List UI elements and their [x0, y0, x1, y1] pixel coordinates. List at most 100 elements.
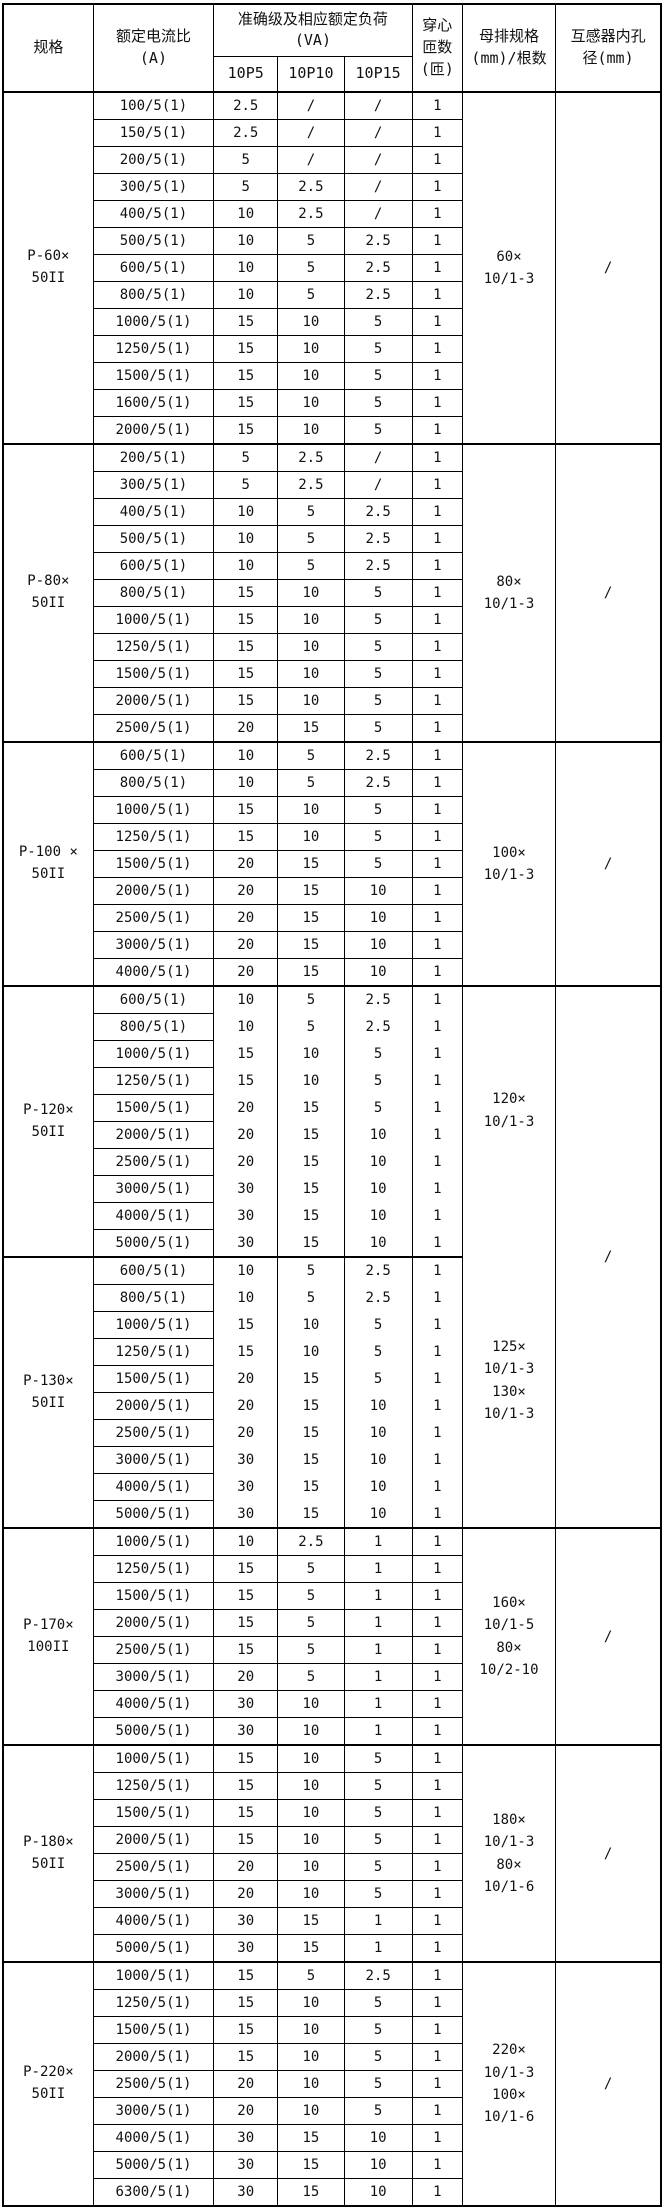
spec-cell: P-100 × 50II [2, 741, 94, 987]
load-cell: 15 [277, 931, 345, 959]
load-cell: 15 [213, 1799, 279, 1827]
load-cell: 10 [213, 741, 279, 770]
load-cell: 15 [213, 1582, 279, 1610]
header-busbar: 母排规格 (mm)/根数 [461, 3, 557, 93]
turns-cell: 1 [411, 2070, 463, 2098]
ratio-cell: 5000/5(1) [92, 1717, 215, 1746]
load-cell: 10 [343, 1473, 413, 1501]
turns-cell: 1 [411, 2178, 463, 2207]
load-cell: / [343, 471, 413, 499]
load-cell: 5 [343, 1744, 413, 1773]
table-row: 800/5(1) 10 5 2.5 1 [3, 281, 661, 309]
table-row: 800/5(1) 10 5 2.5 1 [3, 1013, 661, 1041]
table-row: 5000/5(1) 30 15 1 1 [3, 1934, 661, 1963]
turns-cell: 1 [411, 1772, 463, 1800]
load-cell: 10 [277, 606, 345, 634]
turns-cell: 1 [411, 633, 463, 661]
load-cell: 20 [213, 904, 279, 932]
turns-cell: 1 [411, 362, 463, 390]
turns-cell: 1 [411, 1853, 463, 1881]
load-cell: 10 [213, 552, 279, 580]
load-cell: 10 [277, 362, 345, 390]
load-cell: 5 [343, 850, 413, 878]
ratio-cell: 5000/5(1) [92, 1500, 215, 1529]
load-cell: 10 [343, 958, 413, 987]
table-row: P-180× 50II 1000/5(1) 15 10 5 1 180× 10/1-3 80… [2, 1744, 662, 1963]
ratio-cell: 2000/5(1) [92, 1609, 215, 1637]
load-cell: 10 [277, 335, 345, 363]
turns-cell: 1 [411, 498, 463, 526]
load-cell: 15 [213, 796, 279, 824]
load-cell: 10 [277, 308, 345, 336]
load-cell: 20 [213, 1392, 279, 1420]
ratio-cell: 1250/5(1) [92, 1772, 215, 1800]
load-cell: 15 [277, 958, 345, 987]
ratio-cell: 200/5(1) [92, 146, 215, 174]
turns-cell: 1 [411, 1663, 463, 1691]
turns-cell: 1 [411, 687, 463, 715]
turns-cell: 1 [411, 525, 463, 553]
load-cell: 10 [277, 1690, 345, 1718]
load-cell: / [277, 119, 345, 147]
table-row: P-60× 50II 100/5(1) 2.5//1 60× 10/1-3/ [2, 91, 662, 445]
table-row: 3000/5(1) 20 10 5 1 [3, 2097, 661, 2125]
ratio-cell: 600/5(1) [92, 552, 215, 580]
load-cell: 15 [277, 1446, 345, 1474]
load-cell: 20 [213, 958, 279, 987]
load-cell: 5 [277, 1609, 345, 1637]
table-row: 600/5(1) 10 5 2.5 1 [3, 254, 661, 282]
turns-cell: 1 [411, 1907, 463, 1935]
table-row: 2500/5(1) 20 15 10 1 [3, 904, 661, 932]
ratio-cell: 400/5(1) [92, 498, 215, 526]
turns-cell: 1 [411, 281, 463, 309]
ratio-cell: 2000/5(1) [92, 2043, 215, 2071]
turns-cell: 1 [411, 308, 463, 336]
ratio-cell: 1000/5(1) [92, 1311, 215, 1339]
load-cell: 5 [343, 1311, 413, 1339]
table-row: 1000/5(1) 15 10 5 1 [3, 606, 661, 634]
ratio-cell: 5000/5(1) [92, 2151, 215, 2179]
load-cell: 10 [213, 200, 279, 228]
ratio-cell: 2000/5(1) [92, 1826, 215, 1854]
ratio-cell: 2000/5(1) [92, 687, 215, 715]
ratio-cell: 4000/5(1) [92, 1473, 215, 1501]
load-cell: 10 [277, 579, 345, 607]
load-cell: 30 [213, 1500, 279, 1528]
turns-cell: 1 [411, 1582, 463, 1610]
table-row: 1250/5(1) 15 10 5 1 [3, 335, 661, 363]
table-row: 2000/5(1) 20 15 10 1 [3, 1121, 661, 1149]
load-cell: 5 [277, 1284, 345, 1312]
ratio-cell: 1000/5(1) [92, 1527, 215, 1556]
load-cell: 30 [213, 2124, 279, 2152]
load-cell: 10 [343, 1121, 413, 1149]
spec-cell: P-60× 50II [2, 91, 94, 445]
load-cell: 30 [213, 1446, 279, 1474]
load-cell: 20 [213, 714, 279, 743]
turns-cell: 1 [411, 1961, 463, 1990]
ratio-cell: 1600/5(1) [92, 389, 215, 417]
hole-cell: / [555, 91, 662, 445]
load-cell: 15 [213, 389, 279, 417]
table-header: 规格 额定电流比 (A) 准确级及相应额定负荷 (VA) 穿心 匝数 (匝) 母… [2, 3, 662, 93]
load-cell: 10 [277, 2016, 345, 2044]
table-row: 1500/5(1) 15 10 5 1 [3, 2016, 661, 2044]
load-cell: 5 [213, 443, 279, 472]
turns-cell: 1 [411, 1500, 463, 1528]
spec-cell: P-120× 50II [2, 985, 94, 1258]
load-cell: 20 [213, 1663, 279, 1691]
turns-cell: 1 [411, 2016, 463, 2044]
load-cell: 2.5 [277, 200, 345, 228]
turns-cell: 1 [411, 877, 463, 905]
ratio-cell: 600/5(1) [92, 254, 215, 282]
load-cell: 10 [277, 660, 345, 688]
load-cell: 1 [343, 1907, 413, 1935]
table-row: 3000/5(1) 20 10 5 1 [3, 1880, 661, 1908]
turns-cell: 1 [411, 1148, 463, 1176]
load-cell: 15 [213, 1338, 279, 1366]
busbar-cell: 160× 10/1-5 80× 10/2-10 [461, 1527, 557, 1746]
load-cell: 20 [213, 931, 279, 959]
table-row: 1500/5(1) 20 15 5 1 [3, 1094, 661, 1122]
table-row: 800/5(1) 10 5 2.5 1 [3, 1284, 661, 1312]
table-row: 3000/5(1) 20 5 1 1 [3, 1663, 661, 1691]
ratio-cell: 3000/5(1) [92, 1880, 215, 1908]
